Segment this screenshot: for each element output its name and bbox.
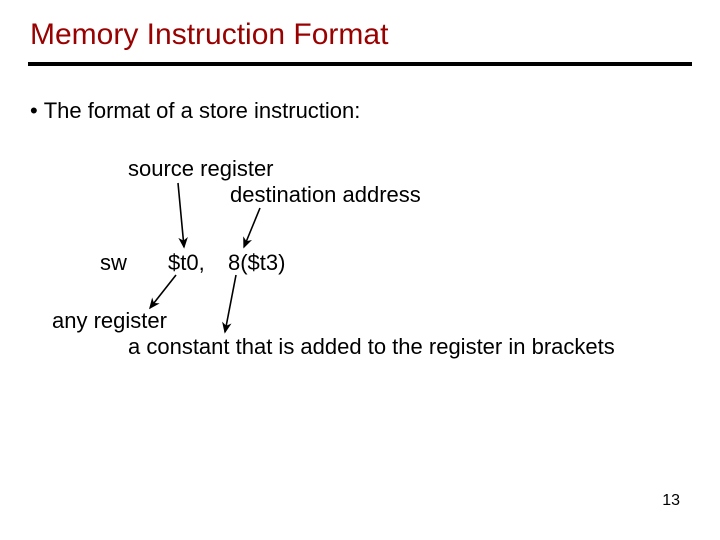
arrow-line [178,183,184,247]
slide: Memory Instruction Format •The format of… [0,0,720,540]
bullet-marker: • [30,98,38,124]
page-title: Memory Instruction Format [30,18,388,52]
code-offset: 8($t3) [228,250,285,276]
code-register: $t0, [168,250,205,276]
arrow-line [225,275,236,332]
page-number: 13 [662,492,680,510]
label-any-register: any register [52,308,167,334]
bullet-line: •The format of a store instruction: [30,98,360,124]
label-destination-address: destination address [230,182,421,208]
code-opcode: sw [100,250,127,276]
arrow-line [244,208,260,247]
label-constant-note: a constant that is added to the register… [128,334,615,360]
bullet-text: The format of a store instruction: [44,98,361,123]
arrow-line [150,275,176,308]
title-rule [28,62,692,66]
label-source-register: source register [128,156,274,182]
